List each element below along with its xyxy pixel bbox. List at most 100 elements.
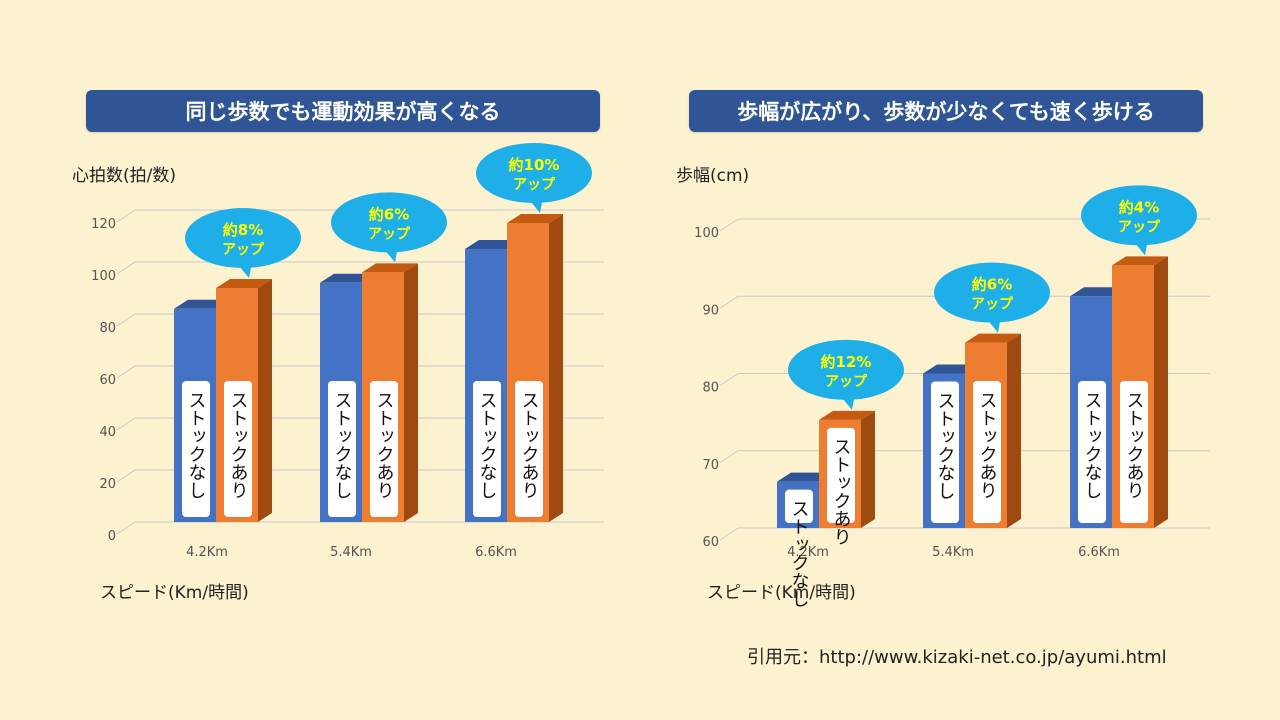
callout-bubble bbox=[788, 339, 904, 400]
bar-with-stick-5.4Km: ストックあり bbox=[362, 263, 418, 522]
gridline bbox=[116, 313, 604, 327]
series-label: ストックあり bbox=[519, 391, 540, 499]
x-tick-label: 5.4Km bbox=[330, 545, 372, 560]
series-label: ストックあり bbox=[831, 438, 852, 546]
callout-percent: 約6% bbox=[972, 276, 1012, 294]
y-tick-label: 100 bbox=[694, 226, 719, 241]
bar-top bbox=[216, 279, 272, 288]
y-tick-label: 90 bbox=[702, 303, 719, 318]
right-y-axis-label: 歩幅(cm) bbox=[676, 166, 750, 186]
series-label: ストックなし bbox=[1082, 391, 1103, 499]
callout-5.4Km: 約6% アップ bbox=[331, 192, 447, 263]
series-label: ストックあり bbox=[228, 391, 249, 499]
x-tick-label: 6.6Km bbox=[475, 545, 517, 560]
callout-bubble bbox=[1081, 185, 1197, 246]
callout-bubble bbox=[934, 262, 1050, 323]
gridline bbox=[116, 365, 604, 379]
series-label: ストックなし bbox=[477, 391, 498, 499]
callout-up: アップ bbox=[825, 374, 868, 390]
bar-side bbox=[404, 263, 418, 522]
y-tick-label: 40 bbox=[99, 425, 116, 440]
x-tick-label: 4.2Km bbox=[186, 545, 228, 560]
callout-percent: 約10% bbox=[509, 156, 560, 174]
series-label: ストックあり bbox=[1124, 391, 1145, 499]
series-label-pill bbox=[224, 381, 252, 517]
series-label: ストックあり bbox=[374, 391, 395, 499]
callout-up: アップ bbox=[513, 177, 556, 193]
bar-side bbox=[258, 279, 272, 522]
y-tick-label: 60 bbox=[702, 535, 719, 550]
series-label: ストックなし bbox=[186, 391, 207, 499]
bar-with-stick-4.2Km: ストックあり bbox=[819, 410, 875, 546]
y-tick-label: 80 bbox=[702, 381, 719, 396]
gridline bbox=[116, 209, 604, 223]
chart-stride: 60708090100ストックなしストックあり4.2Km約12%アップストックな… bbox=[694, 185, 1210, 608]
bar-top bbox=[965, 333, 1021, 343]
callout-6.6Km: 約10% アップ bbox=[476, 143, 592, 213]
callout-5.4Km: 約6% アップ bbox=[934, 262, 1050, 333]
y-tick-label: 20 bbox=[99, 477, 116, 492]
bar-side bbox=[549, 214, 563, 522]
y-tick-label: 80 bbox=[99, 321, 116, 336]
bar-with-stick-5.4Km: ストックあり bbox=[965, 333, 1021, 528]
x-tick-label: 4.2Km bbox=[787, 545, 829, 560]
series-label: ストックなし bbox=[935, 392, 956, 500]
left-x-axis-label: スピード(Km/時間) bbox=[100, 583, 249, 603]
gridline bbox=[719, 373, 1210, 386]
callout-up: アップ bbox=[971, 297, 1014, 313]
left-y-axis-label: 心拍数(拍/数) bbox=[72, 166, 176, 186]
gridline bbox=[116, 261, 604, 275]
y-tick-label: 70 bbox=[702, 458, 719, 473]
callout-percent: 約4% bbox=[1119, 198, 1159, 216]
callout-up: アップ bbox=[368, 226, 411, 242]
callout-4.2Km: 約12% アップ bbox=[788, 339, 904, 410]
gridline bbox=[116, 417, 604, 431]
right-x-axis-label: スピード(Km/時間) bbox=[707, 583, 856, 603]
gridline bbox=[719, 218, 1210, 232]
x-tick-label: 6.6Km bbox=[1078, 545, 1120, 560]
gridline bbox=[116, 521, 604, 535]
series-label-pill bbox=[182, 381, 210, 517]
bar-top bbox=[507, 214, 563, 223]
right-chart-title: 歩幅が広がり、歩数が少なくても速く歩ける bbox=[689, 90, 1203, 132]
series-label-pill bbox=[973, 381, 1001, 523]
callout-bubble bbox=[476, 143, 592, 203]
callout-percent: 約8% bbox=[223, 221, 263, 239]
series-label-pill bbox=[931, 381, 959, 523]
bar-top bbox=[1112, 256, 1168, 266]
callout-percent: 約6% bbox=[369, 205, 409, 223]
series-label-pill bbox=[370, 381, 398, 517]
bar-top bbox=[819, 410, 875, 420]
callout-4.2Km: 約8% アップ bbox=[185, 208, 301, 278]
series-label-pill bbox=[515, 381, 543, 517]
series-label-pill bbox=[473, 381, 501, 517]
series-label-pill bbox=[1120, 381, 1148, 523]
gridline bbox=[719, 295, 1210, 309]
series-label-pill bbox=[328, 381, 356, 517]
series-label: ストックあり bbox=[977, 391, 998, 499]
series-label-pill bbox=[827, 427, 855, 523]
series-label: ストックなし bbox=[332, 391, 353, 499]
series-label-pill bbox=[1078, 381, 1106, 523]
callout-percent: 約12% bbox=[821, 353, 872, 371]
series-label: ストックなし bbox=[789, 500, 810, 608]
bar-with-stick-6.6Km: ストックあり bbox=[507, 214, 563, 522]
x-tick-label: 5.4Km bbox=[932, 545, 974, 560]
callout-up: アップ bbox=[222, 242, 265, 258]
bar-side bbox=[1007, 333, 1021, 528]
bar-with-stick-4.2Km: ストックあり bbox=[216, 279, 272, 522]
callout-up: アップ bbox=[1118, 219, 1161, 235]
callout-bubble bbox=[331, 192, 447, 253]
bar-with-stick-6.6Km: ストックあり bbox=[1112, 256, 1168, 528]
gridline bbox=[719, 450, 1210, 464]
left-chart-title: 同じ歩数でも運動効果が高くなる bbox=[86, 90, 600, 132]
series-label-pill bbox=[785, 489, 813, 523]
source-citation: 引用元：http://www.kizaki-net.co.jp/ayumi.ht… bbox=[747, 647, 1167, 668]
y-tick-label: 60 bbox=[99, 373, 116, 388]
callout-6.6Km: 約4% アップ bbox=[1081, 185, 1197, 256]
y-tick-label: 120 bbox=[91, 217, 116, 232]
bar-side bbox=[861, 410, 875, 528]
callout-bubble bbox=[185, 208, 301, 268]
y-tick-label: 100 bbox=[91, 269, 116, 284]
